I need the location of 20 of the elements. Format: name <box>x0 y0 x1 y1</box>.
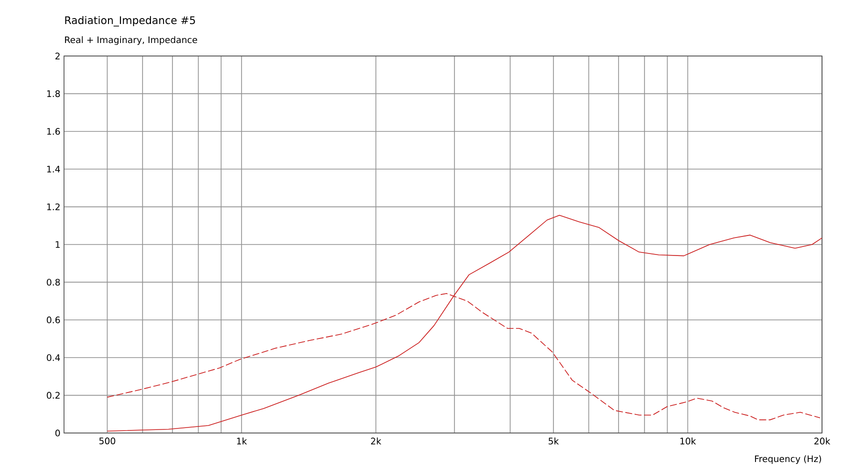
y-tick-label: 0 <box>55 430 60 436</box>
x-tick-label: 10k <box>680 438 696 444</box>
x-tick-label: 5k <box>548 438 559 444</box>
y-tick-label: 0.6 <box>46 316 60 324</box>
y-tick-label: 1 <box>56 241 60 248</box>
y-tick-label: 1.6 <box>47 128 60 135</box>
y-tick-label: 1.8 <box>47 90 60 98</box>
x-tick-label: 20k <box>814 438 830 444</box>
y-tick-label: 2 <box>55 52 60 60</box>
y-tick-label: 0.8 <box>46 278 60 286</box>
x-tick-label: 2k <box>371 438 382 444</box>
x-tick-label: 500 <box>99 438 116 444</box>
x-tick-label: 1k <box>237 438 247 444</box>
y-tick-label: 0.2 <box>46 392 60 399</box>
chart-subtitle: Real + Imaginary, Impedance <box>65 36 198 45</box>
y-tick-label: 1.2 <box>47 203 60 210</box>
y-tick-label: 0.4 <box>46 354 60 361</box>
chart-title: Radiation_Impedance #5 <box>65 16 195 26</box>
x-axis-title: Frequency (Hz) <box>755 455 822 464</box>
y-tick-label: 1.4 <box>47 166 60 172</box>
